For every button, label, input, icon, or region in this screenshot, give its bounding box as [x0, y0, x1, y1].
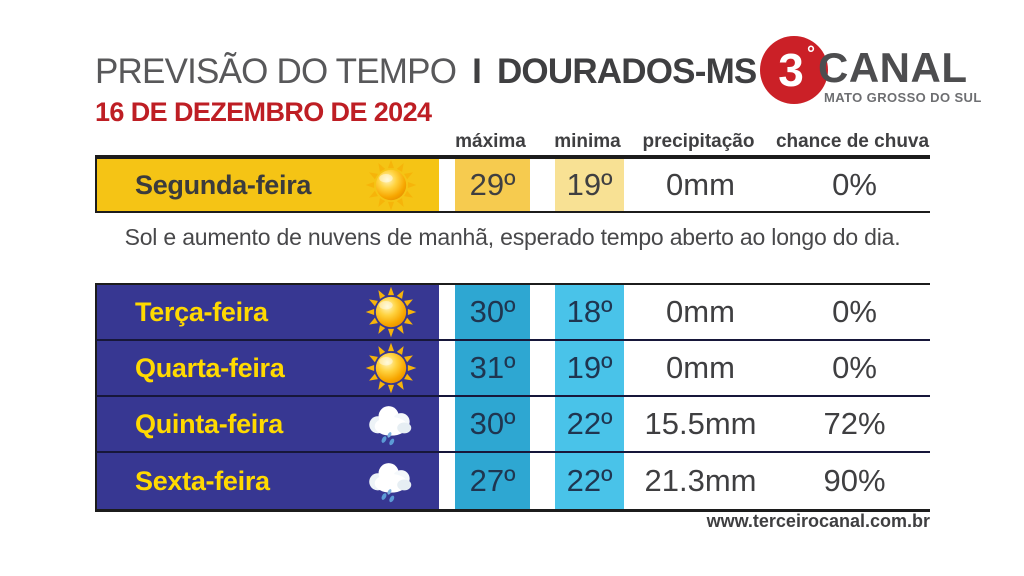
- today-max-temp: 29º: [455, 159, 530, 211]
- website-url: www.terceirocanal.com.br: [706, 511, 930, 531]
- today-rain-chance-value: 0%: [832, 167, 877, 202]
- logo-3-badge-icon: 3 °: [760, 36, 828, 104]
- today-precipitation-value: 0mm: [666, 167, 735, 202]
- min-temp: 22º: [555, 453, 624, 509]
- title-regular: PREVISÃO DO TEMPO: [95, 52, 457, 91]
- rain-chance-value: 0%: [832, 294, 877, 329]
- title-separator: I: [472, 52, 482, 91]
- forecast-row-thursday: Quinta-feira 30º 22º 15.5mm 72%: [95, 397, 930, 453]
- column-headers: máxima minima precipitação chance de chu…: [95, 129, 930, 158]
- max-temp: 31º: [455, 341, 530, 395]
- column-header-rain-chance: chance de chuva: [775, 131, 930, 152]
- weather-icon-slot: [363, 285, 419, 339]
- day-label: Terça-feira: [135, 296, 268, 327]
- min-temp: 19º: [555, 341, 624, 395]
- forecast-table: Terça-feira 30º 18º 0mm 0% Quarta-feira …: [95, 283, 930, 512]
- rain-cloud-icon: [363, 454, 419, 508]
- min-temp: 18º: [555, 285, 624, 339]
- precipitation-value: 21.3mm: [644, 463, 757, 498]
- weather-icon-slot: [363, 341, 419, 395]
- day-label: Sexta-feira: [135, 465, 270, 496]
- column-header-min: minima: [554, 131, 621, 152]
- date-label: 16 DE DEZEMBRO DE 2024: [95, 97, 432, 127]
- rain-chance-value: 0%: [832, 350, 877, 385]
- precipitation-value: 15.5mm: [644, 406, 757, 441]
- sun-icon: [363, 158, 419, 212]
- logo-number: 3: [778, 44, 804, 96]
- logo-degree: °: [807, 43, 815, 65]
- forecast-row-friday: Sexta-feira 27º 22º 21.3mm 90%: [95, 453, 930, 509]
- max-temp: 27º: [455, 453, 530, 509]
- logo-name: CANAL: [818, 44, 968, 91]
- brand-logo: 3 ° CANAL MATO GROSSO DO SUL: [760, 34, 981, 110]
- weather-icon-slot: [363, 454, 419, 508]
- precipitation-value: 0mm: [666, 294, 735, 329]
- max-temp: 30º: [455, 397, 530, 451]
- today-day-block: Segunda-feira: [97, 159, 439, 211]
- day-label: Quarta-feira: [135, 352, 285, 383]
- day-label: Quinta-feira: [135, 408, 283, 439]
- min-temp: 22º: [555, 397, 624, 451]
- today-row: Segunda-feira 29º 19º 0mm 0%: [95, 157, 930, 213]
- rain-chance-value: 72%: [823, 406, 886, 441]
- today-day-label: Segunda-feira: [135, 169, 312, 200]
- logo-subtitle: MATO GROSSO DO SUL: [824, 90, 982, 105]
- forecast-row-wednesday: Quarta-feira 31º 19º 0mm 0%: [95, 341, 930, 397]
- rain-cloud-icon: [363, 397, 419, 451]
- today-min-temp: 19º: [555, 159, 624, 211]
- sun-icon: [363, 285, 419, 339]
- precipitation-value: 0mm: [666, 350, 735, 385]
- today-weather-icon-slot: [363, 158, 419, 212]
- forecast-row-tuesday: Terça-feira 30º 18º 0mm 0%: [95, 285, 930, 341]
- rain-chance-value: 90%: [823, 463, 886, 498]
- page-title: PREVISÃO DO TEMPO I DOURADOS-MS: [95, 52, 757, 92]
- weather-summary: Sol e aumento de nuvens de manhã, espera…: [124, 224, 901, 250]
- max-temp: 30º: [455, 285, 530, 339]
- weather-icon-slot: [363, 397, 419, 451]
- column-header-max: máxima: [455, 131, 526, 152]
- title-city: DOURADOS-MS: [496, 52, 757, 91]
- column-header-precipitation: precipitação: [642, 131, 755, 152]
- sun-icon: [363, 341, 419, 395]
